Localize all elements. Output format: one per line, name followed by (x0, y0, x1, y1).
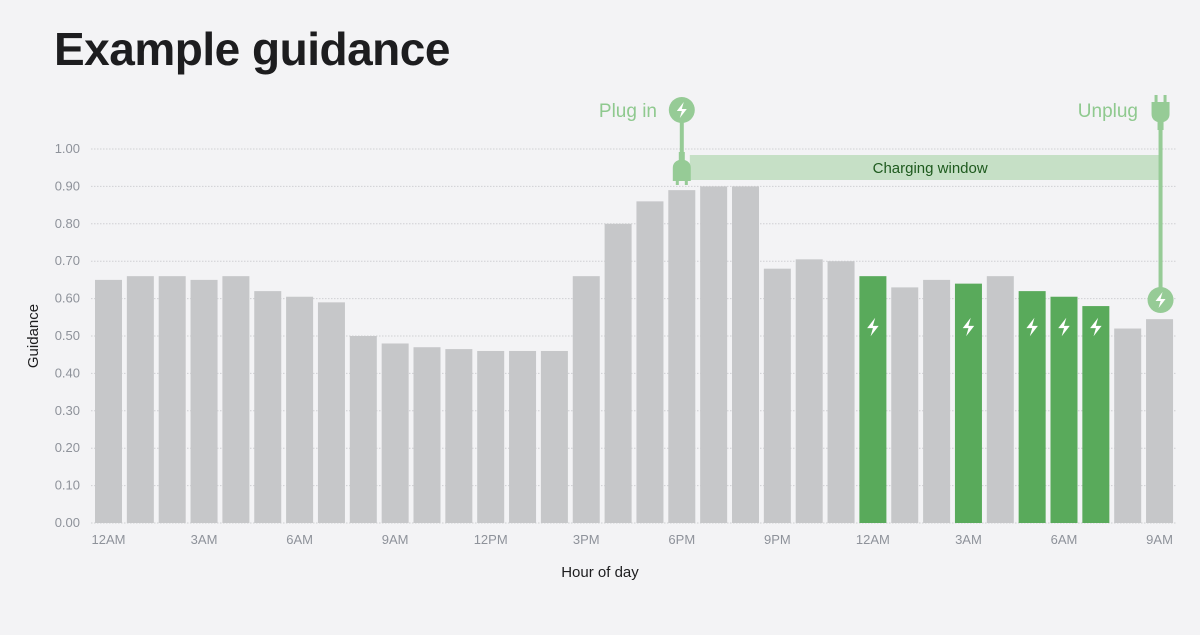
bolt-icon (1058, 317, 1070, 337)
x-tick-label: 9PM (764, 532, 791, 547)
y-tick-label: 0.20 (55, 440, 80, 455)
x-tick-label: 12AM (856, 532, 890, 547)
y-tick-label: 0.70 (55, 253, 80, 268)
y-tick-label: 0.50 (55, 328, 80, 343)
bolt-icon (1026, 317, 1038, 337)
charging-bar (1050, 296, 1078, 523)
x-tick-label: 9AM (382, 532, 409, 547)
bar (923, 279, 951, 523)
bar (668, 190, 696, 523)
charging-bar (1082, 306, 1110, 523)
bolt-icon (1090, 317, 1102, 337)
charging-bar (954, 283, 982, 523)
y-tick-label: 0.40 (55, 365, 80, 380)
y-tick-label: 0.80 (55, 216, 80, 231)
x-tick-label: 3AM (191, 532, 218, 547)
y-tick-label: 0.10 (55, 478, 80, 493)
plug-prong (675, 180, 679, 185)
charging-window-label: Charging window (873, 160, 988, 177)
bar (763, 268, 791, 523)
bar (540, 350, 568, 523)
bar (222, 276, 250, 523)
bar (254, 291, 282, 523)
x-axis-label: Hour of day (561, 564, 639, 581)
bar (827, 261, 855, 523)
charging-bar (859, 276, 887, 523)
unplug-bolt-icon (1155, 292, 1166, 308)
y-tick-label: 0.00 (55, 515, 80, 530)
plug-prong (1154, 95, 1158, 102)
plug-in-bolt-icon (676, 102, 687, 118)
bar (509, 350, 537, 523)
x-tick-label: 3PM (573, 532, 600, 547)
page-title: Example guidance (54, 23, 450, 75)
x-tick-label: 9AM (1146, 532, 1173, 547)
bar (477, 350, 505, 523)
y-axis-label: Guidance (25, 304, 42, 368)
bar (413, 347, 441, 523)
x-tick-label: 6AM (1051, 532, 1078, 547)
bar (445, 349, 473, 523)
y-tick-label: 0.90 (55, 178, 80, 193)
y-tick-label: 1.00 (55, 141, 80, 156)
bolt-icon (962, 317, 975, 337)
plug-in-label: Plug in (599, 101, 657, 122)
bar (732, 186, 759, 523)
bar (349, 336, 377, 523)
bar (604, 223, 632, 524)
bar (381, 343, 409, 523)
bar (636, 201, 664, 524)
bar (1146, 319, 1174, 523)
bar (126, 276, 154, 523)
y-tick-label: 0.60 (55, 291, 80, 306)
bar (1114, 328, 1142, 523)
bar (317, 302, 345, 523)
bar (286, 296, 314, 523)
bar (891, 287, 919, 523)
x-tick-label: 6AM (286, 532, 313, 547)
bar (572, 276, 600, 523)
x-tick-label: 12AM (92, 532, 126, 547)
bolt-icon (867, 317, 879, 337)
bar (795, 259, 823, 523)
bar (986, 276, 1014, 523)
bar (95, 279, 122, 523)
plug-prong (684, 180, 688, 185)
unplug-label: Unplug (1078, 101, 1138, 122)
x-tick-label: 12PM (474, 532, 508, 547)
plug-icon (672, 152, 691, 181)
bar (158, 276, 186, 523)
charging-window-band (689, 155, 1161, 180)
x-tick-label: 6PM (668, 532, 695, 547)
x-tick-label: 3AM (955, 532, 982, 547)
unplug-icon (1151, 102, 1170, 130)
plug-prong (1163, 95, 1167, 102)
bar (190, 279, 218, 523)
y-tick-label: 0.30 (55, 403, 80, 418)
bar (700, 186, 728, 523)
